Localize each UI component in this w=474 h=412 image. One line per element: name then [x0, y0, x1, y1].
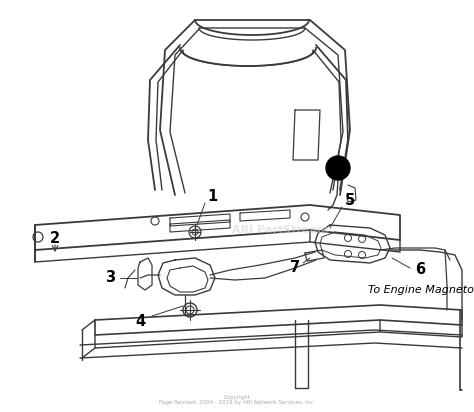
- Text: 6: 6: [415, 262, 425, 278]
- Text: Copyright
Page Revised: 2004 - 2019 by ARI Network Services, Inc.: Copyright Page Revised: 2004 - 2019 by A…: [159, 395, 315, 405]
- Text: 3: 3: [105, 271, 115, 286]
- Text: ARI PartStream: ARI PartStream: [232, 225, 328, 235]
- Text: 7: 7: [290, 260, 300, 276]
- Text: 5: 5: [345, 192, 355, 208]
- Text: 1: 1: [207, 189, 217, 204]
- Circle shape: [326, 156, 350, 180]
- Text: To Engine Magneto: To Engine Magneto: [368, 285, 474, 295]
- Text: 4: 4: [135, 314, 145, 330]
- Text: 2: 2: [50, 230, 60, 246]
